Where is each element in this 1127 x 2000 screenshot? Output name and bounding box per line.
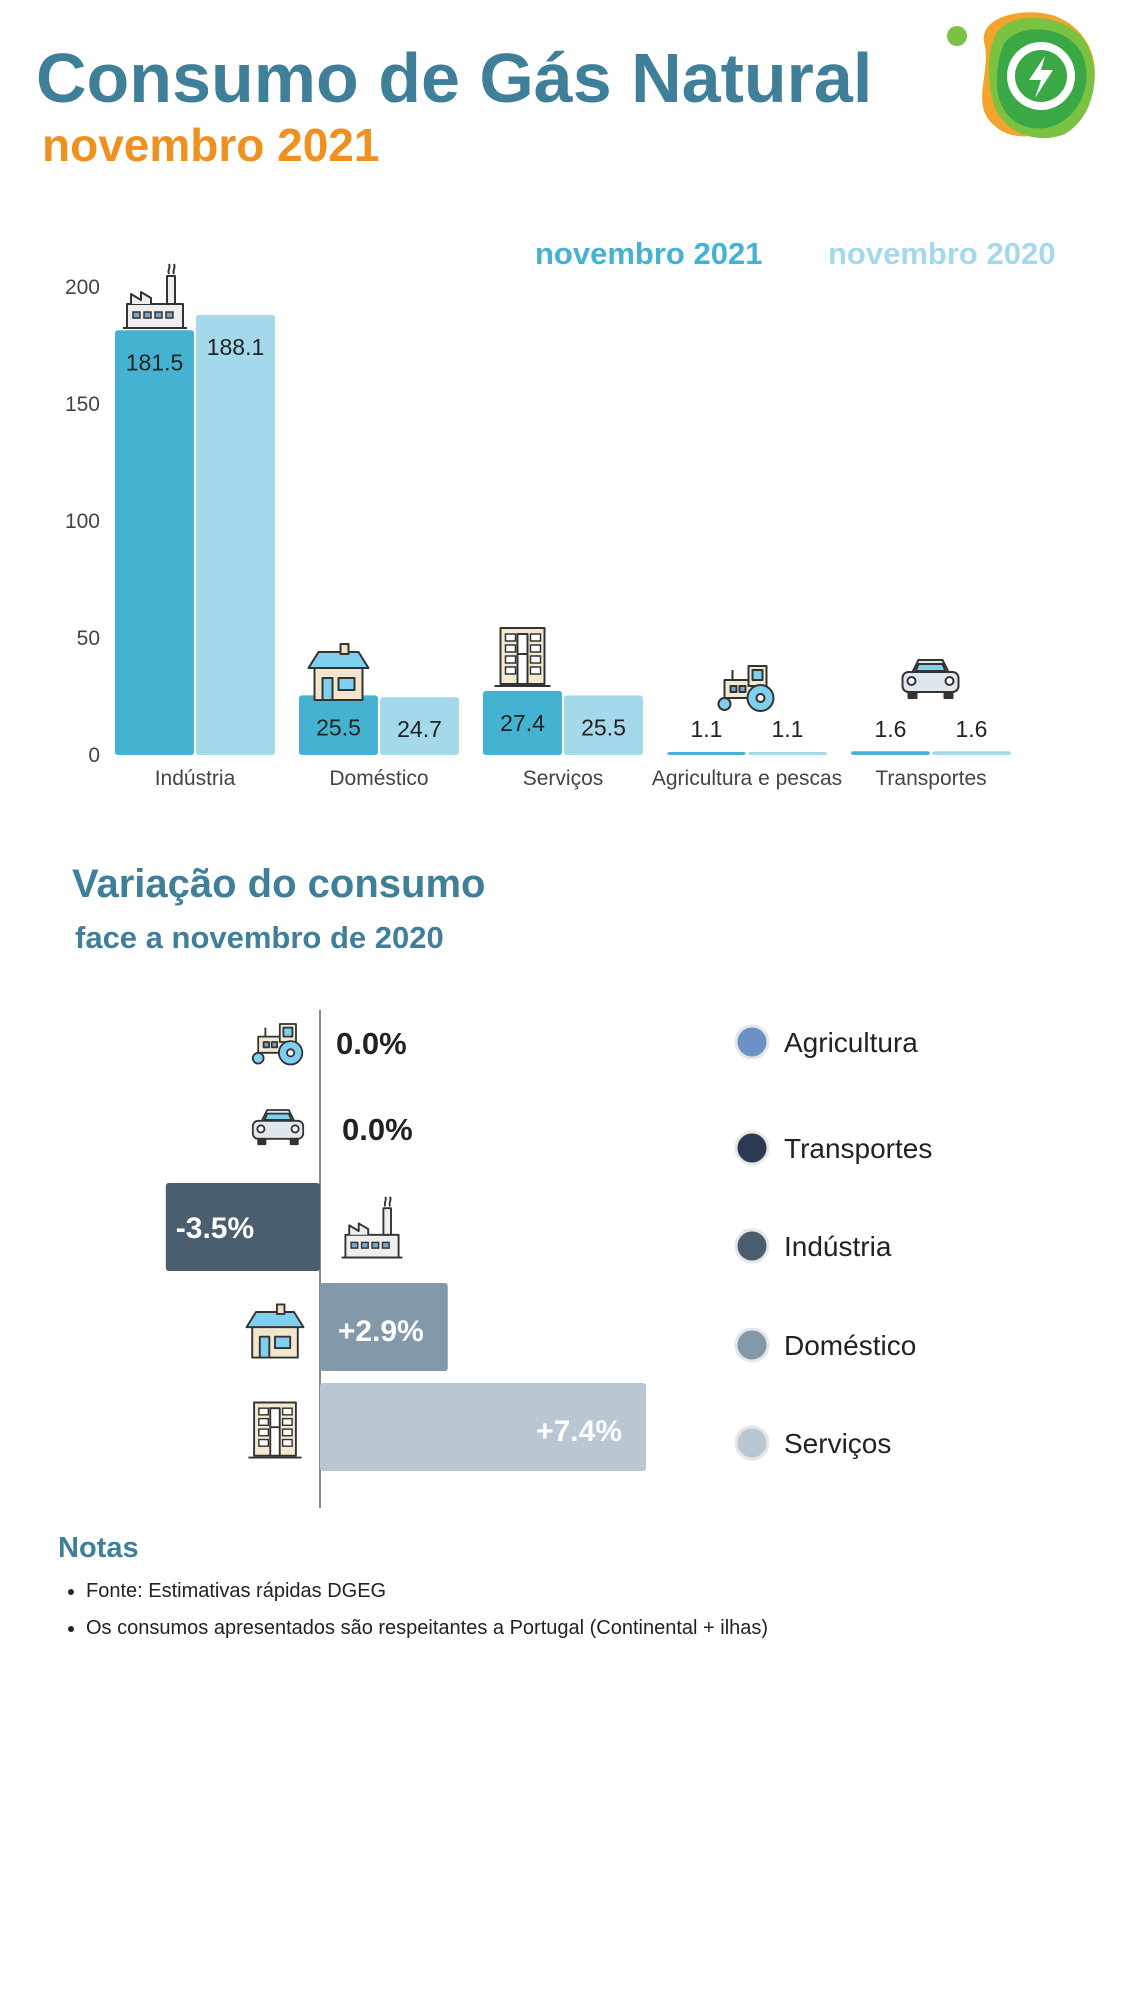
legend-label: Doméstico — [784, 1330, 916, 1361]
car-icon — [251, 1109, 305, 1146]
x-tick-label: Indústria — [155, 767, 236, 790]
legend-dot — [734, 1228, 770, 1264]
note-item: Os consumos apresentados são respeitante… — [86, 1617, 768, 1640]
bar-2020 — [932, 751, 1011, 755]
x-tick-label: Transportes — [875, 767, 986, 790]
page-title: Consumo de Gás Natural — [36, 39, 873, 117]
tractor-icon — [717, 665, 775, 712]
data-label: +2.9% — [338, 1315, 424, 1348]
legend-dot — [734, 1425, 770, 1461]
data-label: 25.5 — [581, 714, 626, 740]
bar-2021 — [851, 751, 930, 755]
legend-2021: novembro 2021 — [535, 236, 762, 272]
office-building-icon — [494, 627, 551, 687]
data-label: +7.4% — [536, 1415, 622, 1448]
legend-dot — [734, 1327, 770, 1363]
office-building-icon — [248, 1401, 302, 1459]
notes-title: Notas — [58, 1532, 139, 1564]
data-label: 0.0% — [342, 1112, 413, 1147]
data-label: 24.7 — [397, 716, 442, 742]
x-tick-label: Doméstico — [329, 767, 428, 790]
bar-2020 — [196, 314, 275, 755]
variation-bar-chart: 0.0% 0.0% -3.5% +2.9% +7.4% Agricultura Transp… — [165, 1010, 932, 1508]
bar-variation — [320, 1383, 646, 1471]
y-tick-label: 100 — [65, 510, 100, 533]
y-tick-label: 200 — [65, 276, 100, 299]
legend-label: Transportes — [784, 1133, 932, 1164]
consumption-bar-chart: 0 50 100 150 200 181.5 188.1 Indústria 25.5 24.7 D… — [65, 263, 1011, 790]
bar-2020 — [748, 752, 827, 755]
bar-2021 — [299, 695, 378, 755]
factory-icon — [123, 263, 187, 329]
legend-label: Serviços — [784, 1428, 891, 1459]
notes-list: Fonte: Estimativas rápidas DGEG Os consu… — [62, 1580, 768, 1654]
bar-2020 — [564, 695, 643, 755]
bar-2020 — [380, 697, 459, 755]
data-label: 188.1 — [207, 334, 265, 360]
data-label: 1.1 — [691, 716, 723, 742]
y-tick-label: 150 — [65, 393, 100, 416]
energy-logo-icon — [947, 12, 1095, 139]
y-tick-label: 50 — [77, 627, 100, 650]
legend-label: Indústria — [784, 1231, 892, 1262]
x-tick-label: Agricultura e pescas — [652, 767, 842, 790]
house-icon — [307, 643, 370, 701]
legend-label: Agricultura — [784, 1027, 918, 1058]
bar-2021 — [483, 690, 562, 755]
bar-2021 — [667, 752, 746, 755]
data-label: 1.1 — [772, 716, 804, 742]
data-label: -3.5% — [176, 1212, 254, 1245]
factory-icon — [341, 1196, 403, 1259]
legend-dot — [734, 1130, 770, 1166]
house-icon — [245, 1303, 305, 1359]
bar-variation — [165, 1183, 320, 1271]
bar-variation — [320, 1283, 448, 1371]
tractor-icon — [251, 1023, 304, 1066]
y-tick-label: 0 — [88, 744, 100, 767]
x-tick-label: Serviços — [523, 767, 604, 790]
variation-subtitle: face a novembro de 2020 — [75, 920, 444, 955]
data-label: 0.0% — [336, 1026, 407, 1061]
data-label: 27.4 — [500, 710, 545, 736]
data-label: 181.5 — [126, 349, 184, 375]
page-subtitle: novembro 2021 — [42, 119, 380, 171]
bar-2021 — [115, 330, 194, 755]
legend-dot — [734, 1024, 770, 1060]
legend-2020: novembro 2020 — [828, 236, 1055, 272]
note-item: Fonte: Estimativas rápidas DGEG — [86, 1580, 768, 1603]
data-label: 25.5 — [316, 714, 361, 740]
car-icon — [901, 659, 960, 699]
variation-title: Variação do consumo — [72, 862, 486, 906]
data-label: 1.6 — [956, 716, 988, 742]
data-label: 1.6 — [875, 716, 907, 742]
legend-2020-label: novembro 2020 — [828, 236, 1056, 271]
legend-2021-label: novembro 2021 — [535, 236, 763, 271]
